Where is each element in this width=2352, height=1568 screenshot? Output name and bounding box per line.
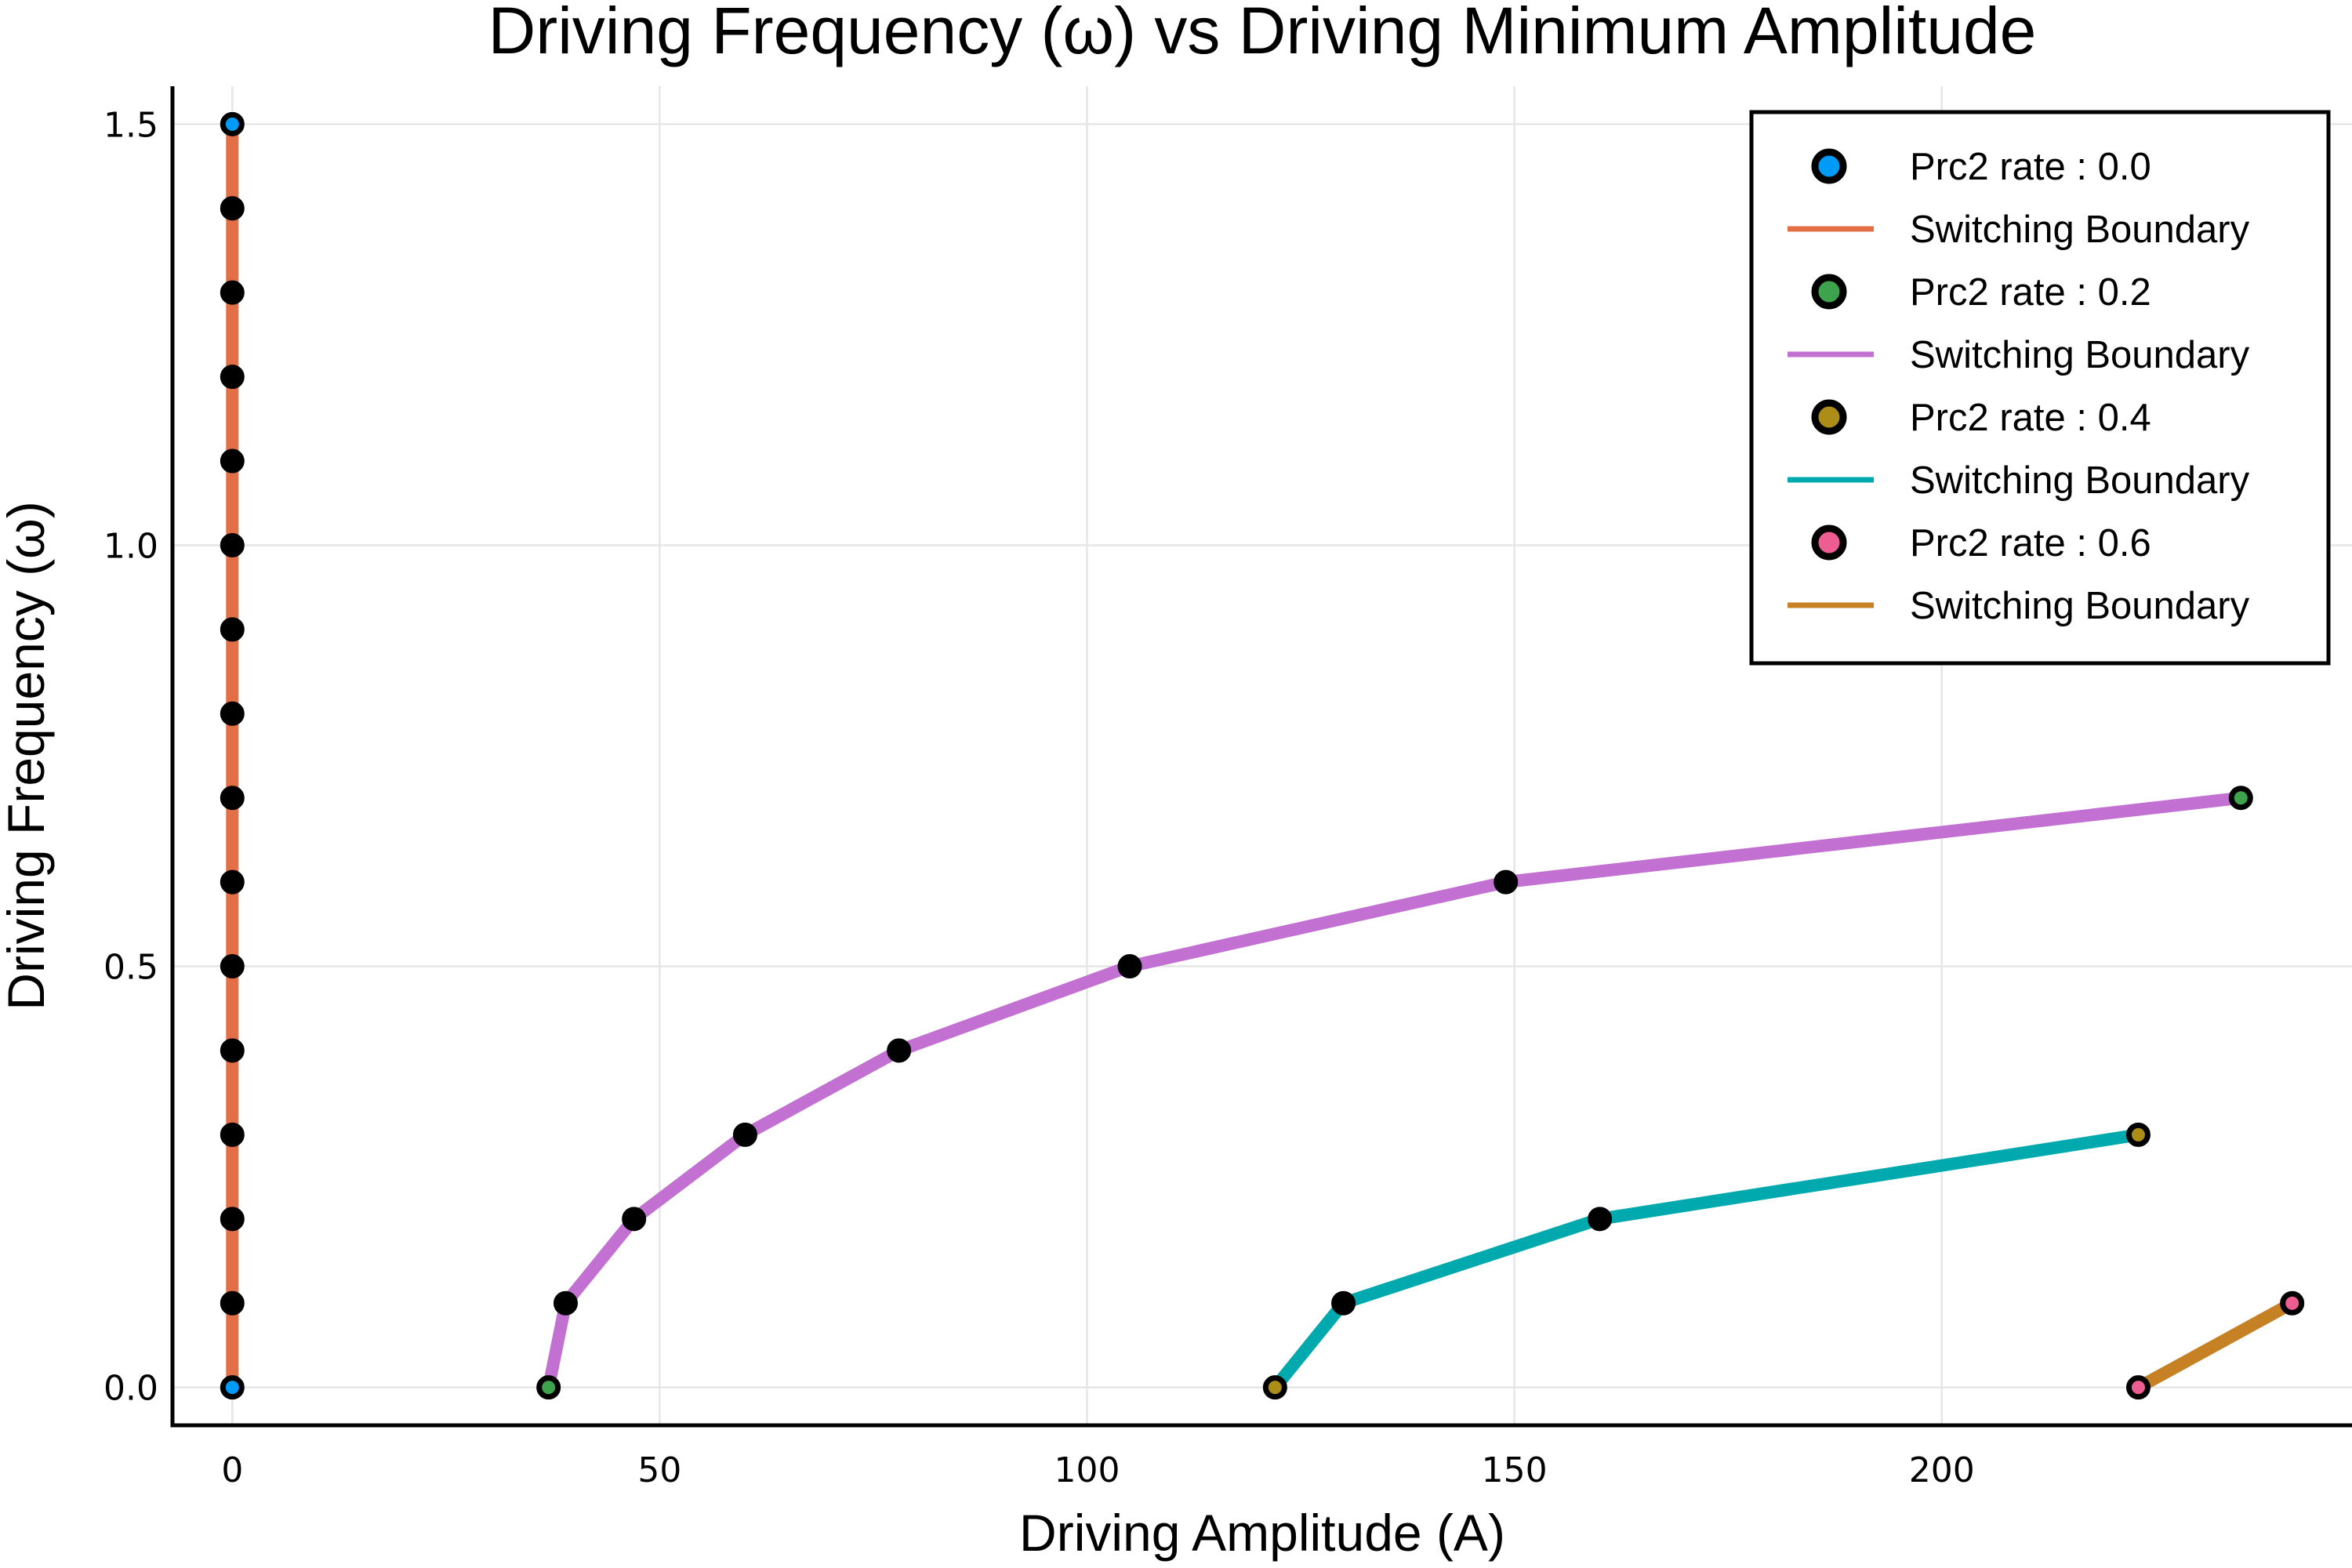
series-group	[2125, 1290, 2305, 1400]
legend-label: Prc2 rate : 0.4	[1910, 397, 2151, 439]
data-point	[1494, 869, 1519, 895]
axes-frame	[170, 86, 2352, 1428]
legend-label: Switching Boundary	[1910, 334, 2250, 376]
data-point	[1331, 1290, 1356, 1316]
data-point	[220, 280, 245, 305]
data-point	[2125, 1375, 2151, 1400]
data-point	[2125, 1122, 2151, 1147]
data-point	[220, 954, 245, 979]
x-tick-label: 200	[1909, 1450, 1975, 1490]
x-tick-label: 0	[221, 1450, 243, 1490]
switching-boundary-line	[2132, 1297, 2299, 1394]
legend-label: Switching Boundary	[1910, 459, 2250, 502]
tick-labels: 0 50 100 150 200 0.0 0.5 1.0 1.5	[103, 105, 1975, 1490]
data-point	[536, 1375, 561, 1400]
x-axis-label: Driving Amplitude (A)	[1019, 1504, 1505, 1562]
legend-marker	[1811, 274, 1847, 310]
data-point	[220, 365, 245, 390]
series-group	[1262, 1122, 2151, 1400]
data-point	[1262, 1375, 1287, 1400]
chart-title: Driving Frequency (ω) vs Driving Minimum…	[488, 0, 2037, 67]
series-group	[220, 111, 245, 1400]
y-tick-label: 1.5	[103, 105, 158, 145]
switching-boundary-line	[542, 791, 2248, 1394]
data-point	[220, 111, 245, 136]
legend-label: Prc2 rate : 0.0	[1910, 146, 2151, 188]
data-point	[887, 1038, 912, 1063]
data-point	[1588, 1207, 1613, 1232]
data-point	[220, 1122, 245, 1147]
data-point	[220, 196, 245, 221]
legend-label: Prc2 rate : 0.2	[1910, 271, 2151, 314]
legend-box	[1749, 110, 2331, 666]
y-tick-label: 0.5	[103, 948, 158, 988]
data-point	[220, 701, 245, 726]
data-point	[553, 1290, 578, 1316]
legend-marker	[1811, 399, 1847, 435]
switching-boundary-line	[1269, 1128, 2145, 1394]
data-point	[2280, 1290, 2305, 1316]
data-point	[220, 532, 245, 557]
legend-marker	[1811, 524, 1847, 561]
data-point	[1117, 954, 1142, 979]
data-point	[220, 1375, 245, 1400]
data-point	[220, 448, 245, 474]
legend-label: Prc2 rate : 0.6	[1910, 522, 2151, 564]
data-point	[220, 1038, 245, 1063]
y-axis-label: Driving Frequency (ω)	[0, 501, 55, 1010]
data-point	[732, 1122, 757, 1147]
x-tick-label: 100	[1054, 1450, 1120, 1490]
x-tick-label: 50	[637, 1450, 681, 1490]
plot-series	[220, 111, 2305, 1400]
data-point	[220, 786, 245, 811]
data-point	[220, 617, 245, 642]
legend-label: Switching Boundary	[1910, 585, 2250, 627]
legend-label: Switching Boundary	[1910, 209, 2250, 251]
data-point	[2228, 786, 2253, 811]
y-tick-label: 0.0	[103, 1369, 158, 1409]
legend-marker	[1811, 148, 1847, 184]
data-point	[622, 1207, 647, 1232]
legend: Prc2 rate : 0.0 Switching Boundary Prc2 ra…	[1749, 110, 2331, 666]
data-point	[220, 1290, 245, 1316]
y-tick-label: 1.0	[103, 526, 158, 566]
series-group	[536, 786, 2253, 1400]
data-point	[220, 869, 245, 895]
x-tick-label: 150	[1482, 1450, 1548, 1490]
data-point	[220, 1207, 245, 1232]
